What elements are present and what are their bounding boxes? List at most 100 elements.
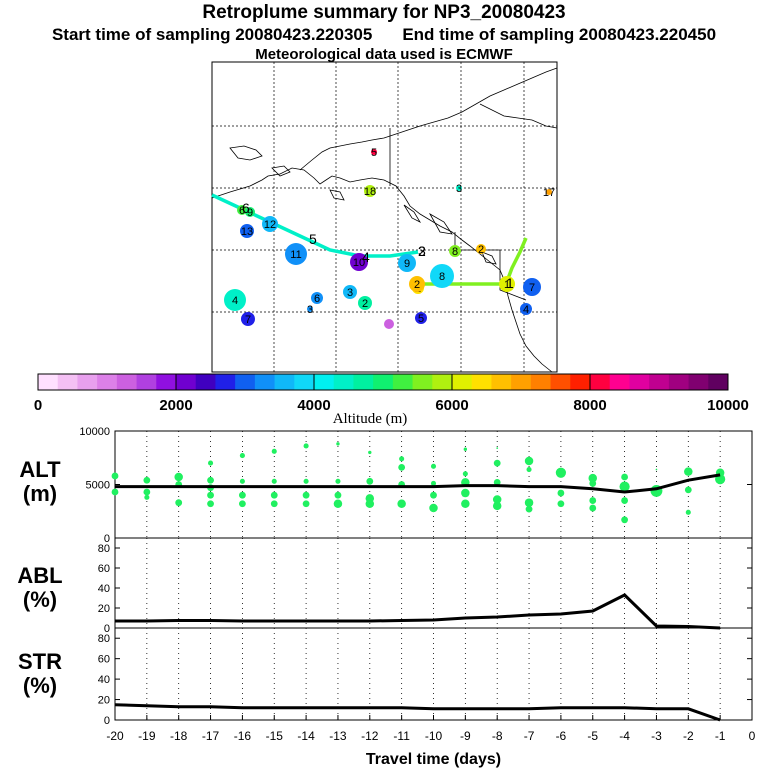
end-time: End time of sampling 20080423.220450: [402, 25, 717, 44]
map-marker-17: 6: [311, 292, 323, 305]
xtick-15: -5: [587, 729, 598, 743]
str-ytick-2: 40: [98, 674, 110, 686]
xtick-13: -7: [524, 729, 535, 743]
alt-scatter-point-51: [524, 456, 534, 466]
sampling-times: Start time of sampling 20080423.220305 En…: [0, 25, 768, 45]
track-label-0: 1: [506, 275, 514, 291]
alt-scatter-point-56: [557, 489, 565, 497]
colorbar-swatch-27: [570, 374, 591, 390]
alt-scatter-point-30: [366, 477, 374, 485]
map-marker-5: 9: [245, 207, 255, 219]
map-marker-dot-22: [415, 312, 427, 324]
xtick-3: -17: [202, 729, 220, 743]
alt-scatter-point-60: [589, 497, 597, 504]
xtick-12: -8: [492, 729, 503, 743]
alt-scatter-point-9: [207, 476, 214, 484]
colorbar-swatch-8: [195, 374, 216, 390]
chart-title: Retroplume summary for NP3_20080423: [202, 2, 566, 23]
map-marker-dot-24: [520, 303, 532, 315]
alt-scatter-point-44: [461, 488, 470, 498]
xtick-4: -16: [234, 729, 252, 743]
map-marker-1: 18: [364, 185, 376, 198]
map-marker-label-20: 3: [307, 304, 313, 316]
str-ytick-1: 20: [98, 695, 110, 707]
colorbar-ticks: 0 2000 4000 6000 8000 10000: [34, 374, 749, 414]
map-marker-label-2: 3: [456, 183, 462, 195]
map-marker-dot-13: [499, 276, 515, 292]
map-marker-dot-16: [224, 289, 246, 311]
alt-panel-label: ALT (m): [0, 458, 80, 506]
colorbar-swatch-17: [373, 374, 394, 390]
colorbar-tick-2: 4000: [297, 397, 330, 414]
alt-scatter-point-49: [492, 495, 502, 504]
map-marker-24: 4: [520, 303, 532, 316]
xtick-10: -10: [425, 729, 443, 743]
map-marker-dot-3: [546, 189, 552, 195]
colorbar-swatch-7: [176, 374, 197, 390]
alt-scatter-point-18: [271, 478, 277, 484]
alt-scatter-point-55: [555, 467, 567, 478]
colorbar-swatch-30: [629, 374, 650, 390]
colorbar-swatch-33: [688, 374, 709, 390]
track-label-1: 2: [418, 243, 426, 259]
alt-scatter-point-45: [461, 499, 470, 509]
map-marker-dot-17: [311, 292, 323, 304]
alt-scatter-point-26: [335, 478, 341, 484]
map-marker-dot-19: [358, 296, 372, 310]
abl-panel-label: ABL (%): [0, 564, 80, 612]
map-marker-16: 4: [224, 289, 246, 311]
xtick-7: -13: [329, 729, 347, 743]
map-marker-dot-0: [371, 149, 377, 155]
track-label-5: 6: [242, 200, 250, 216]
map-marker-dot-25: [384, 319, 394, 329]
colorbar-swatch-26: [550, 374, 571, 390]
map-marker-label-4: 6: [239, 205, 245, 217]
xtick-19: -1: [715, 729, 726, 743]
map-marker-label-13: 1: [504, 279, 510, 291]
colorbar-swatch-14: [314, 374, 335, 390]
map-marker-21: 7: [241, 312, 255, 326]
colorbar-swatch-29: [609, 374, 630, 390]
map-marker-label-21: 7: [245, 314, 251, 326]
alt-scatter-point-13: [239, 453, 245, 459]
alt-scatter-point-62: [621, 473, 628, 481]
alt-scatter-point-50: [492, 501, 502, 511]
map-marker-dot-10: [398, 254, 416, 272]
map-marker-19: 2: [358, 296, 372, 310]
alt-scatter-point-11: [207, 491, 214, 499]
map-marker-label-18: 3: [347, 287, 353, 299]
map-marker-dot-4: [237, 205, 247, 215]
colorbar-swatch-5: [136, 374, 157, 390]
map-marker-label-8: 11: [290, 249, 301, 261]
map-marker-11: 8: [430, 264, 454, 288]
str-label-line1: STR: [18, 649, 62, 674]
map-marker-label-6: 13: [241, 226, 253, 238]
map-marker-6: 13: [240, 224, 254, 238]
map-marker-25: [384, 319, 394, 329]
altitude-colorbar: [37, 373, 729, 391]
map-marker-label-17: 6: [314, 293, 320, 305]
abl-label-line2: (%): [22, 587, 58, 612]
map-marker-label-0: 5: [371, 147, 377, 159]
colorbar-frame: [37, 373, 729, 391]
colorbar-swatch-21: [452, 374, 473, 390]
abl-series-line-0: [115, 593, 721, 630]
map-marker-label-23: 7: [529, 282, 535, 294]
alt-scatter-point-0: [111, 472, 119, 480]
alt-scatter-point-8: [208, 460, 214, 466]
colorbar-swatch-25: [530, 374, 552, 390]
map-marker-2: 3: [456, 183, 462, 195]
map-marker-label-1: 18: [364, 186, 376, 198]
alt-scatter-point-48: [493, 478, 501, 486]
abl-ytick-4: 80: [98, 543, 110, 555]
alt-scatter-point-63: [619, 481, 630, 492]
colorbar-swatch-12: [274, 374, 295, 390]
map-marker-label-26: 2: [478, 244, 484, 256]
alt-scatter-point-22: [303, 478, 309, 484]
alt-scatter-point-19: [270, 491, 278, 499]
